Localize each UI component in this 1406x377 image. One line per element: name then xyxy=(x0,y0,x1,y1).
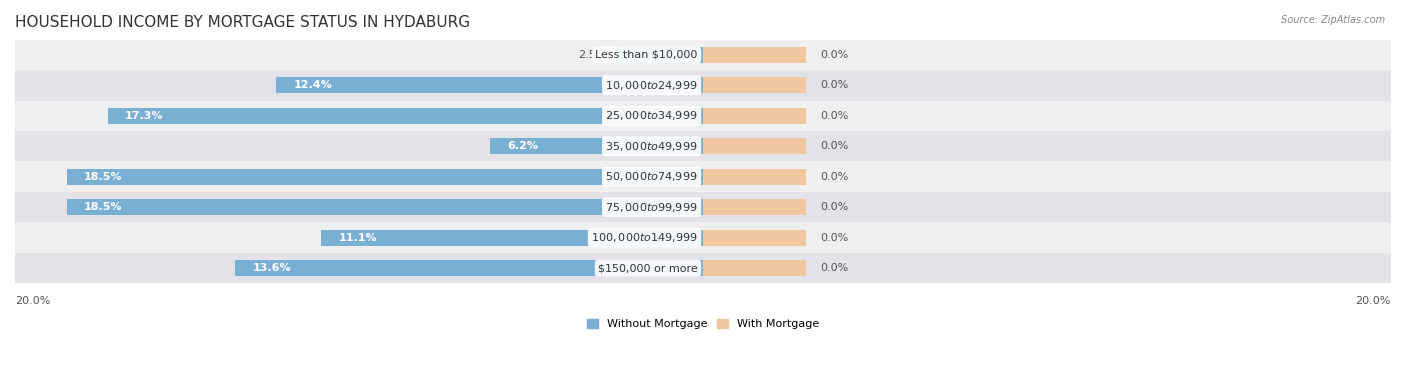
Bar xyxy=(235,260,703,276)
Bar xyxy=(15,131,1391,161)
Text: 0.0%: 0.0% xyxy=(820,172,848,182)
Text: HOUSEHOLD INCOME BY MORTGAGE STATUS IN HYDABURG: HOUSEHOLD INCOME BY MORTGAGE STATUS IN H… xyxy=(15,15,470,30)
Text: $25,000 to $34,999: $25,000 to $34,999 xyxy=(606,109,697,122)
Text: 0.0%: 0.0% xyxy=(820,111,848,121)
Text: 0.0%: 0.0% xyxy=(820,233,848,243)
Bar xyxy=(703,77,806,93)
Text: 17.3%: 17.3% xyxy=(125,111,163,121)
Text: $10,000 to $24,999: $10,000 to $24,999 xyxy=(606,79,697,92)
Text: 0.0%: 0.0% xyxy=(820,80,848,90)
Text: 6.2%: 6.2% xyxy=(508,141,538,151)
Text: 13.6%: 13.6% xyxy=(252,263,291,273)
Text: $35,000 to $49,999: $35,000 to $49,999 xyxy=(606,140,697,153)
Text: 18.5%: 18.5% xyxy=(84,172,122,182)
Bar xyxy=(703,260,806,276)
Bar xyxy=(703,47,806,63)
Bar xyxy=(321,230,703,245)
Text: 0.0%: 0.0% xyxy=(820,263,848,273)
Bar xyxy=(703,169,806,185)
Text: $100,000 to $149,999: $100,000 to $149,999 xyxy=(591,231,697,244)
Bar xyxy=(703,199,806,215)
Bar xyxy=(66,169,703,185)
Text: $75,000 to $99,999: $75,000 to $99,999 xyxy=(606,201,697,214)
Text: 2.5%: 2.5% xyxy=(578,50,606,60)
Legend: Without Mortgage, With Mortgage: Without Mortgage, With Mortgage xyxy=(582,314,824,334)
Text: $50,000 to $74,999: $50,000 to $74,999 xyxy=(606,170,697,183)
Bar xyxy=(703,108,806,124)
Bar xyxy=(15,222,1391,253)
Text: 20.0%: 20.0% xyxy=(1355,296,1391,305)
Bar xyxy=(15,253,1391,284)
Text: Source: ZipAtlas.com: Source: ZipAtlas.com xyxy=(1281,15,1385,25)
Bar xyxy=(617,47,703,63)
Text: 0.0%: 0.0% xyxy=(820,202,848,212)
Bar xyxy=(15,161,1391,192)
Bar xyxy=(277,77,703,93)
Bar xyxy=(703,138,806,154)
Text: 12.4%: 12.4% xyxy=(294,80,332,90)
Bar xyxy=(703,230,806,245)
Text: 11.1%: 11.1% xyxy=(339,233,377,243)
Bar xyxy=(108,108,703,124)
Text: 18.5%: 18.5% xyxy=(84,202,122,212)
Text: Less than $10,000: Less than $10,000 xyxy=(596,50,697,60)
Text: 20.0%: 20.0% xyxy=(15,296,51,305)
Bar xyxy=(15,70,1391,101)
Bar xyxy=(15,101,1391,131)
Text: $150,000 or more: $150,000 or more xyxy=(598,263,697,273)
Bar xyxy=(66,199,703,215)
Text: 0.0%: 0.0% xyxy=(820,141,848,151)
Bar xyxy=(15,192,1391,222)
Bar xyxy=(489,138,703,154)
Bar xyxy=(15,40,1391,70)
Text: 0.0%: 0.0% xyxy=(820,50,848,60)
